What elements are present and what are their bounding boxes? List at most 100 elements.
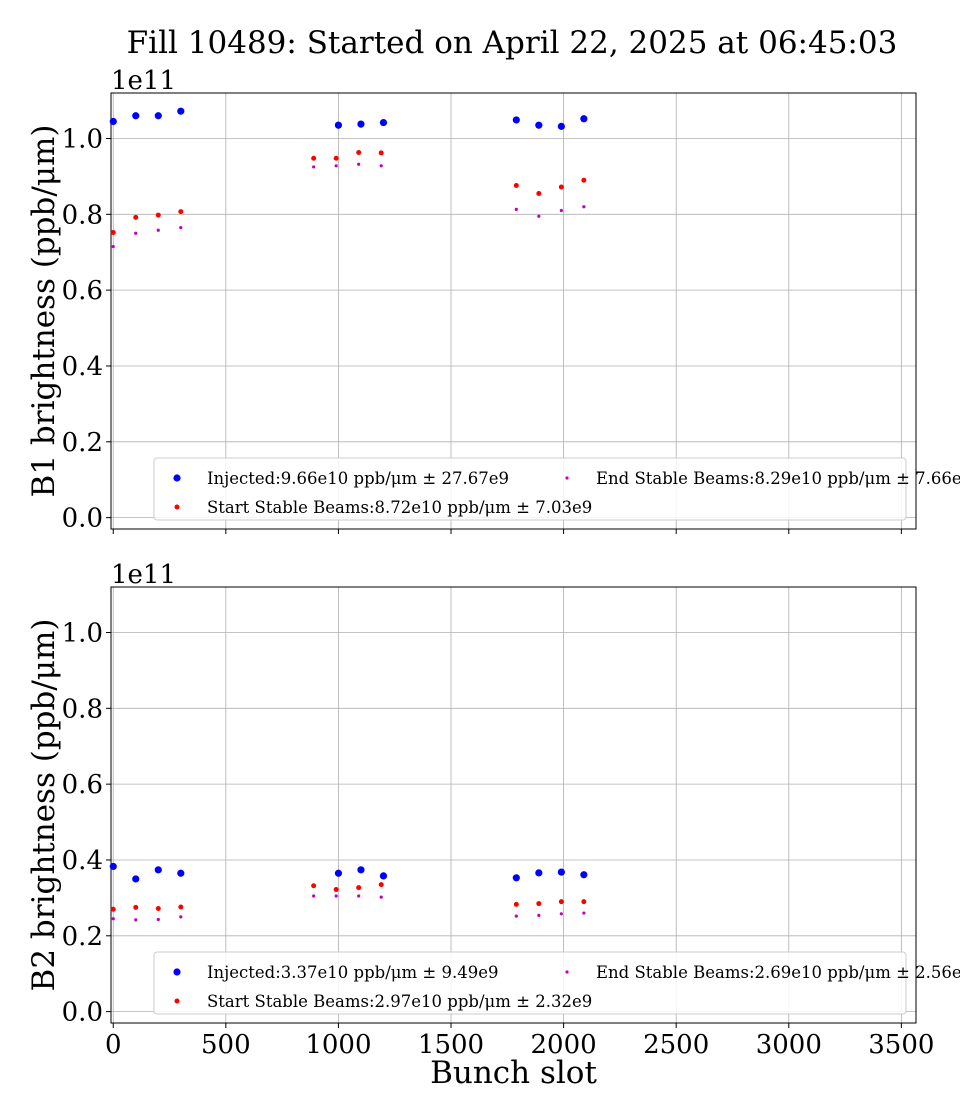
data-point [154, 112, 162, 120]
legend-marker [173, 474, 181, 482]
data-point [559, 208, 563, 213]
data-point [514, 207, 518, 211]
x-tick-label: 2500 [643, 1030, 709, 1060]
data-point [333, 887, 339, 893]
data-point [558, 899, 564, 905]
data-point [514, 914, 518, 918]
legend-label: End Stable Beams:8.29e10 ppb/μm ± 7.66e9 [596, 469, 960, 488]
data-point [333, 155, 339, 161]
legend-marker [174, 998, 180, 1004]
data-point [154, 866, 162, 874]
legend-marker [174, 504, 180, 510]
data-point [178, 904, 184, 910]
data-point [109, 862, 117, 871]
data-point [156, 917, 160, 922]
data-point [379, 895, 383, 899]
y-tick-label: 0.0 [62, 998, 103, 1028]
data-point [357, 894, 361, 898]
data-point [178, 209, 184, 215]
axes-frame [110, 586, 917, 1024]
data-point [357, 866, 365, 874]
data-point [311, 883, 317, 889]
y-offset-text: 1e11 [111, 560, 176, 590]
y-tick-label: 0.8 [62, 694, 103, 724]
data-point [582, 911, 586, 915]
data-point [536, 190, 542, 196]
x-tick-label: 500 [201, 1030, 251, 1060]
legend-label: Start Stable Beams:2.97e10 ppb/μm ± 2.32… [207, 992, 592, 1011]
data-point [311, 155, 317, 161]
y-offset-text: 1e11 [111, 66, 176, 96]
panel-b1: 0.0 0.2 0.4 0.6 0.8 1.0 1e11 B1 brightness (ppb… [26, 66, 960, 534]
data-point [536, 901, 542, 907]
legend-marker [565, 970, 569, 974]
data-point [581, 177, 587, 183]
data-point [134, 918, 138, 922]
data-point [581, 899, 587, 905]
data-point [156, 228, 160, 232]
data-point [110, 230, 116, 236]
data-point [334, 894, 338, 898]
legend-marker [173, 968, 181, 976]
data-point [132, 112, 140, 120]
y-tick-label: 1.0 [62, 618, 103, 648]
series-2 [111, 162, 586, 249]
data-point [155, 906, 161, 912]
data-point [179, 225, 183, 230]
legend-marker [565, 476, 569, 480]
data-point [512, 874, 520, 882]
x-tick-label: 3500 [868, 1030, 934, 1060]
data-point [111, 244, 115, 249]
series-0 [109, 862, 588, 883]
series-1 [110, 882, 587, 912]
y-tick-label: 1.0 [62, 124, 103, 154]
y-tick-label: 0.6 [62, 276, 103, 306]
series-0 [109, 107, 588, 130]
data-point [378, 882, 384, 888]
data-point [537, 214, 541, 218]
data-point [177, 107, 185, 115]
x-axis-label: Bunch slot [430, 1055, 597, 1091]
data-point [132, 875, 140, 883]
data-point [357, 162, 361, 166]
y-tick-label: 0.4 [62, 352, 103, 382]
x-tick-label: 1500 [418, 1030, 484, 1060]
axes-frame [110, 92, 917, 530]
data-point [580, 115, 588, 123]
data-point [513, 183, 519, 189]
legend: Injected:9.66e10 ppb/μm ± 27.67e9 Start S… [153, 457, 960, 521]
legend-box [153, 951, 907, 1015]
series-1 [110, 150, 587, 236]
data-point [557, 868, 565, 876]
data-point [312, 894, 316, 898]
data-point [357, 120, 365, 128]
y-tick-label: 0.0 [62, 504, 103, 534]
data-point [133, 904, 139, 910]
data-point [312, 165, 316, 169]
y-tick-label: 0.4 [62, 846, 103, 876]
data-point [334, 121, 343, 129]
data-point [134, 231, 138, 235]
data-point [378, 150, 384, 156]
data-point [558, 184, 564, 190]
data-point [582, 205, 586, 209]
y-tick-label: 0.2 [62, 428, 103, 458]
data-point [559, 912, 563, 916]
data-point [334, 164, 338, 168]
data-point [379, 118, 388, 127]
x-tick-label: 0 [105, 1030, 122, 1060]
data-point [111, 917, 115, 921]
data-point [109, 117, 117, 126]
data-point [334, 869, 343, 877]
legend-label: Injected:9.66e10 ppb/μm ± 27.67e9 [207, 469, 509, 488]
legend: Injected:3.37e10 ppb/μm ± 9.49e9 Start St… [153, 951, 960, 1015]
data-point [512, 116, 520, 124]
data-point [356, 150, 362, 156]
panel-b2: 0 500 1000 1500 2000 2500 3000 3500 0.0 0.2 0.4 0.6… [26, 560, 960, 1091]
data-point [513, 901, 519, 907]
legend-label: Injected:3.37e10 ppb/μm ± 9.49e9 [207, 963, 498, 982]
y-tick-label: 0.6 [62, 770, 103, 800]
legend-label: Start Stable Beams:8.72e10 ppb/μm ± 7.03… [207, 498, 592, 517]
data-point [535, 869, 543, 877]
